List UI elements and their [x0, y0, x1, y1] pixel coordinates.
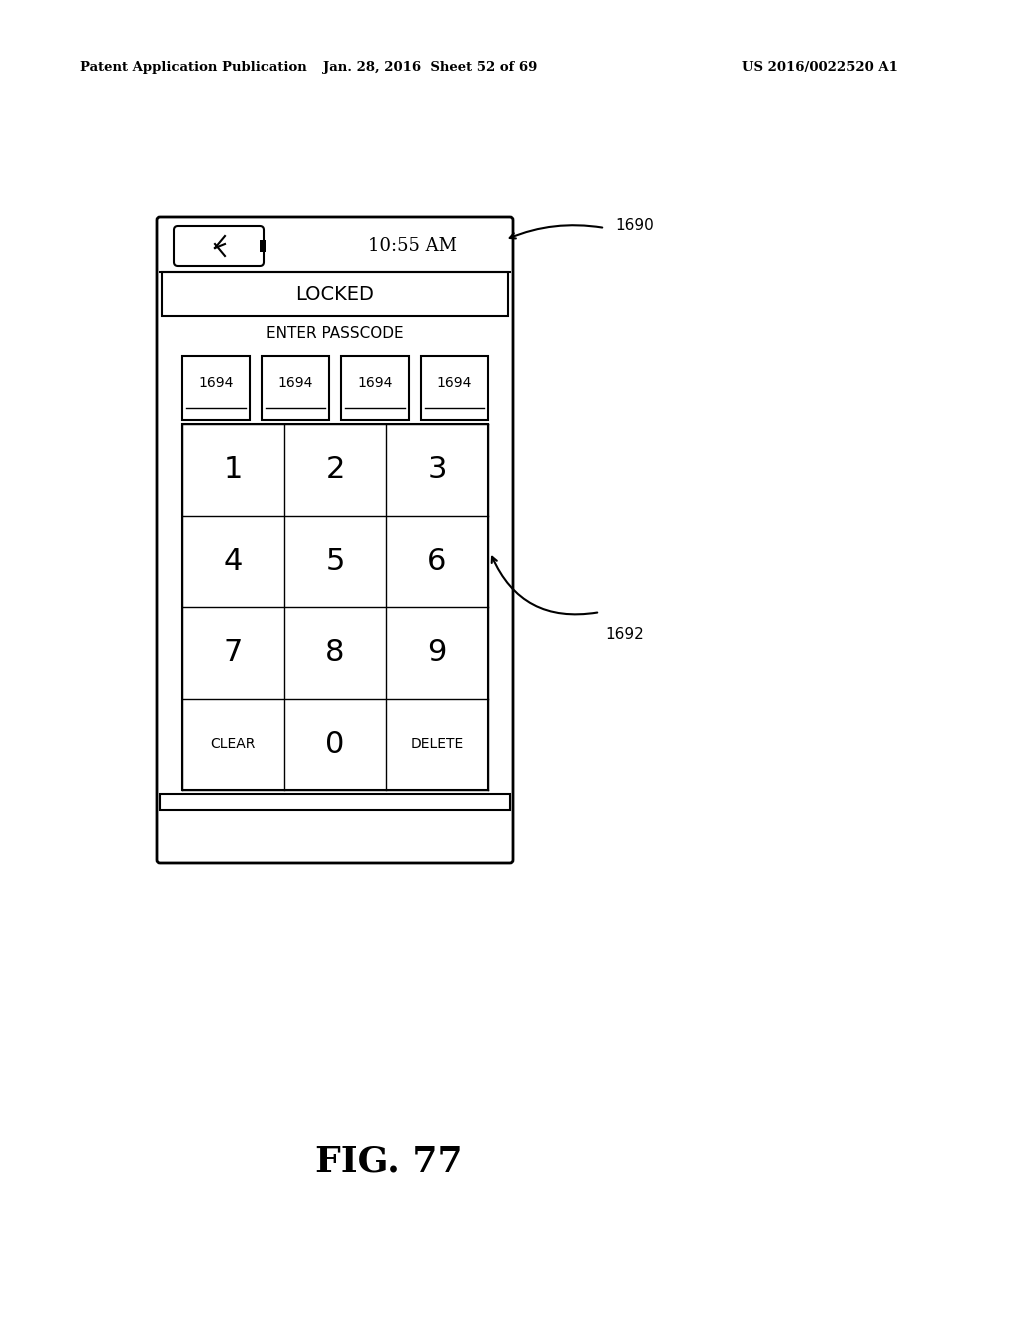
Text: CLEAR: CLEAR	[210, 738, 256, 751]
Text: 5: 5	[326, 546, 345, 576]
Bar	[341, 356, 409, 420]
Text: 2: 2	[326, 455, 345, 484]
Text: LOCKED: LOCKED	[296, 285, 375, 304]
Text: 1: 1	[223, 455, 243, 484]
Text: DELETE: DELETE	[411, 738, 464, 751]
Text: ENTER PASSCODE: ENTER PASSCODE	[266, 326, 403, 342]
FancyBboxPatch shape	[157, 216, 513, 863]
Text: 1694: 1694	[357, 376, 392, 389]
Text: 3: 3	[427, 455, 446, 484]
Text: 1694: 1694	[278, 376, 313, 389]
Text: 4: 4	[223, 546, 243, 576]
Text: 9: 9	[427, 639, 446, 667]
Bar	[162, 813, 508, 854]
Text: 1694: 1694	[198, 376, 233, 389]
Text: Patent Application Publication: Patent Application Publication	[80, 62, 307, 74]
Text: US 2016/0022520 A1: US 2016/0022520 A1	[742, 62, 898, 74]
Bar	[160, 795, 510, 810]
Text: 10:55 AM: 10:55 AM	[368, 238, 457, 255]
Text: 0: 0	[326, 730, 345, 759]
Bar	[182, 424, 488, 789]
Bar	[421, 356, 488, 420]
Text: Jan. 28, 2016  Sheet 52 of 69: Jan. 28, 2016 Sheet 52 of 69	[323, 62, 538, 74]
Bar	[182, 356, 250, 420]
Text: FIG. 77: FIG. 77	[315, 1144, 463, 1179]
FancyBboxPatch shape	[174, 226, 264, 267]
Text: 1690: 1690	[615, 218, 653, 232]
Text: 1694: 1694	[436, 376, 472, 389]
Text: 1692: 1692	[605, 627, 644, 642]
Text: 7: 7	[223, 639, 243, 667]
Text: 8: 8	[326, 639, 345, 667]
Bar	[260, 240, 266, 252]
Bar	[261, 356, 329, 420]
Bar	[162, 272, 508, 315]
Text: 6: 6	[427, 546, 446, 576]
